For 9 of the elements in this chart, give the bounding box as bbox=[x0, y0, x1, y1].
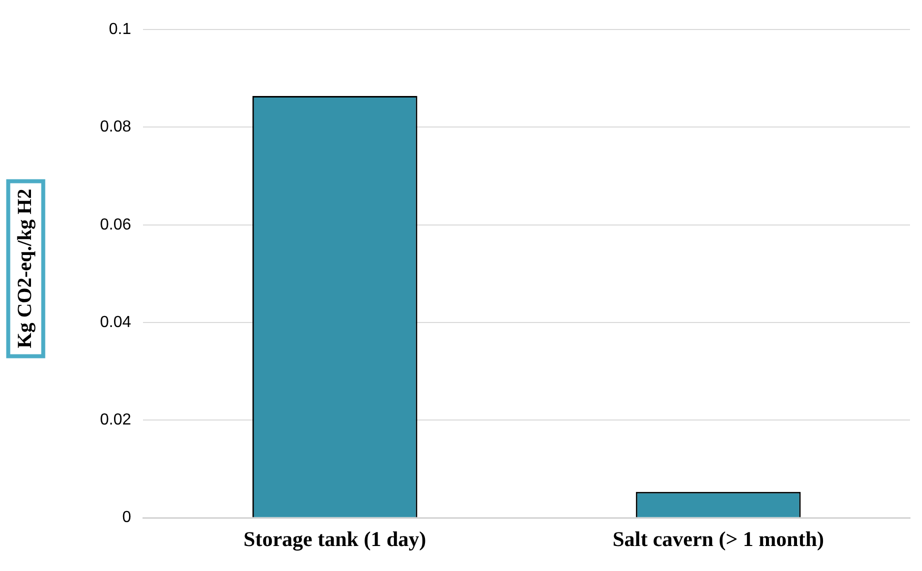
x-tick-label: Salt cavern (> 1 month) bbox=[612, 526, 824, 551]
y-tick-label: 0.08 bbox=[100, 118, 132, 136]
x-tick-label: Storage tank (1 day) bbox=[244, 526, 426, 551]
y-axis-title: Kg CO2-eq./kg H2 bbox=[6, 178, 46, 358]
y-tick-label: 0.1 bbox=[108, 21, 132, 38]
y-tick-label: 0.04 bbox=[100, 314, 132, 331]
y-tick-label: 0.02 bbox=[100, 412, 132, 429]
y-tick-label: 0.06 bbox=[100, 216, 132, 234]
y-tick-label: 0 bbox=[122, 509, 132, 526]
